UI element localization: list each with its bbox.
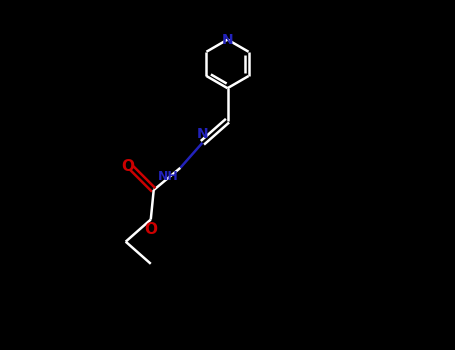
Text: N: N	[197, 127, 208, 141]
Text: O: O	[144, 222, 157, 237]
Text: O: O	[121, 159, 134, 174]
Text: N: N	[222, 33, 233, 47]
Text: NH: NH	[158, 170, 178, 183]
